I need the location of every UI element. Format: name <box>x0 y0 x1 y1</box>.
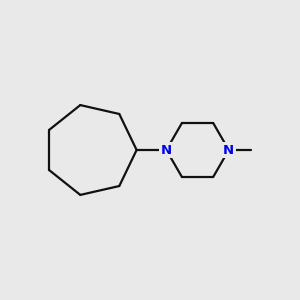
Text: N: N <box>223 143 234 157</box>
Text: N: N <box>161 143 172 157</box>
